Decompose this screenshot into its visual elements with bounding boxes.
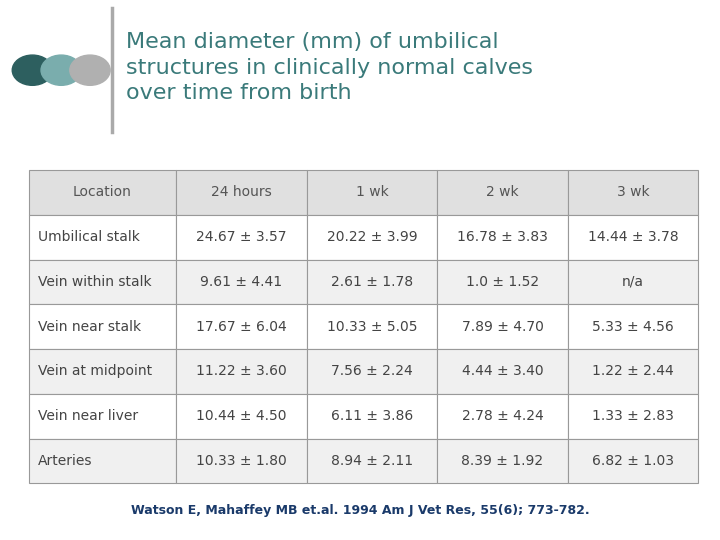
- Text: Vein within stalk: Vein within stalk: [38, 275, 152, 289]
- Text: 9.61 ± 4.41: 9.61 ± 4.41: [200, 275, 282, 289]
- Text: 8.39 ± 1.92: 8.39 ± 1.92: [462, 454, 544, 468]
- Bar: [29, 215, 176, 260]
- Text: 6.82 ± 1.03: 6.82 ± 1.03: [592, 454, 674, 468]
- Text: Umbilical stalk: Umbilical stalk: [38, 230, 140, 244]
- Bar: [176, 215, 307, 260]
- Text: 1.0 ± 1.52: 1.0 ± 1.52: [466, 275, 539, 289]
- Bar: [437, 305, 568, 349]
- Bar: [29, 305, 176, 349]
- Text: 17.67 ± 6.04: 17.67 ± 6.04: [196, 320, 287, 334]
- Bar: [568, 170, 698, 215]
- Text: Vein near stalk: Vein near stalk: [38, 320, 141, 334]
- Bar: [307, 438, 437, 483]
- Text: 2.78 ± 4.24: 2.78 ± 4.24: [462, 409, 544, 423]
- Text: 2 wk: 2 wk: [486, 185, 519, 199]
- Text: 11.22 ± 3.60: 11.22 ± 3.60: [196, 364, 287, 379]
- Text: Location: Location: [73, 185, 132, 199]
- Text: 3 wk: 3 wk: [617, 185, 649, 199]
- Bar: [29, 349, 176, 394]
- Bar: [568, 394, 698, 438]
- Text: Vein near liver: Vein near liver: [38, 409, 138, 423]
- Text: 10.33 ± 5.05: 10.33 ± 5.05: [327, 320, 417, 334]
- Bar: [568, 305, 698, 349]
- Bar: [437, 170, 568, 215]
- Bar: [568, 349, 698, 394]
- Bar: [437, 215, 568, 260]
- Text: 7.89 ± 4.70: 7.89 ± 4.70: [462, 320, 544, 334]
- Text: Watson E, Mahaffey MB et.al. 1994 Am J Vet Res, 55(6); 773-782.: Watson E, Mahaffey MB et.al. 1994 Am J V…: [131, 504, 589, 517]
- Text: 8.94 ± 2.11: 8.94 ± 2.11: [331, 454, 413, 468]
- Bar: [437, 260, 568, 305]
- Text: Mean diameter (mm) of umbilical
structures in clinically normal calves
over time: Mean diameter (mm) of umbilical structur…: [126, 32, 533, 103]
- Text: 10.44 ± 4.50: 10.44 ± 4.50: [196, 409, 287, 423]
- Bar: [307, 215, 437, 260]
- Bar: [29, 394, 176, 438]
- Text: n/a: n/a: [622, 275, 644, 289]
- Text: Vein at midpoint: Vein at midpoint: [38, 364, 153, 379]
- Text: 16.78 ± 3.83: 16.78 ± 3.83: [457, 230, 548, 244]
- Bar: [29, 438, 176, 483]
- Bar: [176, 349, 307, 394]
- Text: 4.44 ± 3.40: 4.44 ± 3.40: [462, 364, 544, 379]
- Text: 2.61 ± 1.78: 2.61 ± 1.78: [331, 275, 413, 289]
- Bar: [437, 394, 568, 438]
- Text: 24 hours: 24 hours: [211, 185, 271, 199]
- Bar: [437, 438, 568, 483]
- Bar: [307, 170, 437, 215]
- Circle shape: [70, 55, 110, 85]
- Bar: [29, 170, 176, 215]
- Text: 1 wk: 1 wk: [356, 185, 388, 199]
- Bar: [307, 394, 437, 438]
- Text: 24.67 ± 3.57: 24.67 ± 3.57: [196, 230, 287, 244]
- Text: 14.44 ± 3.78: 14.44 ± 3.78: [588, 230, 678, 244]
- Text: 1.33 ± 2.83: 1.33 ± 2.83: [592, 409, 674, 423]
- Text: 7.56 ± 2.24: 7.56 ± 2.24: [331, 364, 413, 379]
- Text: 6.11 ± 3.86: 6.11 ± 3.86: [331, 409, 413, 423]
- Bar: [568, 260, 698, 305]
- Bar: [437, 349, 568, 394]
- Bar: [176, 438, 307, 483]
- Bar: [176, 260, 307, 305]
- Circle shape: [41, 55, 81, 85]
- Circle shape: [12, 55, 53, 85]
- Text: 5.33 ± 4.56: 5.33 ± 4.56: [593, 320, 674, 334]
- Bar: [307, 260, 437, 305]
- Text: 20.22 ± 3.99: 20.22 ± 3.99: [327, 230, 418, 244]
- Text: 1.22 ± 2.44: 1.22 ± 2.44: [593, 364, 674, 379]
- Bar: [176, 305, 307, 349]
- Text: Arteries: Arteries: [38, 454, 93, 468]
- Bar: [307, 305, 437, 349]
- Bar: [176, 394, 307, 438]
- Text: 10.33 ± 1.80: 10.33 ± 1.80: [196, 454, 287, 468]
- Bar: [568, 215, 698, 260]
- Bar: [29, 260, 176, 305]
- Bar: [307, 349, 437, 394]
- Bar: [568, 438, 698, 483]
- Bar: [176, 170, 307, 215]
